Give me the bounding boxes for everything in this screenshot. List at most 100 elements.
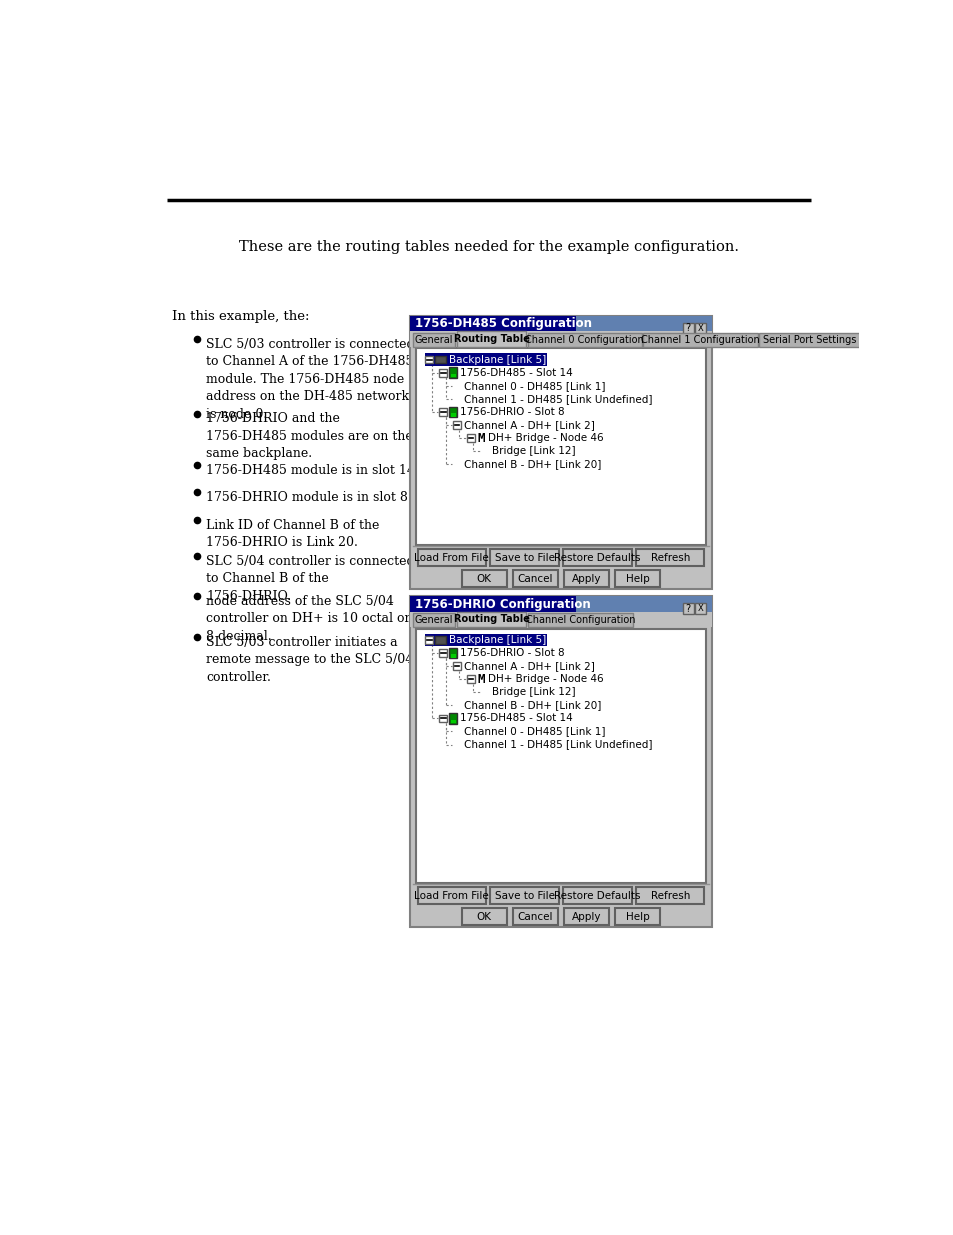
Text: 1756-DH485 Configuration: 1756-DH485 Configuration: [415, 317, 592, 330]
Text: ?: ?: [685, 324, 690, 333]
Bar: [636, 550, 703, 567]
Bar: [467, 435, 475, 442]
Bar: [562, 550, 631, 567]
Bar: [453, 421, 460, 429]
Bar: [439, 408, 447, 416]
Bar: [451, 414, 456, 416]
Bar: [413, 614, 455, 627]
Text: 1756-DH485 module is in slot 14.: 1756-DH485 module is in slot 14.: [206, 464, 418, 477]
Text: Channel B - DH+ [Link 20]: Channel B - DH+ [Link 20]: [464, 700, 601, 710]
Text: Bridge [Link 12]: Bridge [Link 12]: [492, 446, 575, 456]
Text: Bridge [Link 12]: Bridge [Link 12]: [492, 687, 575, 698]
Text: Routing Table: Routing Table: [453, 615, 529, 625]
Bar: [416, 629, 705, 883]
Bar: [417, 550, 485, 567]
Text: M: M: [476, 673, 484, 685]
Text: Channel 1 - DH485 [Link Undefined]: Channel 1 - DH485 [Link Undefined]: [464, 740, 652, 750]
Text: Load From File: Load From File: [414, 890, 489, 900]
Bar: [642, 333, 757, 347]
Bar: [759, 333, 859, 347]
Text: 1756-DHRIO - Slot 8: 1756-DHRIO - Slot 8: [459, 648, 564, 658]
Bar: [636, 888, 703, 904]
Bar: [682, 324, 693, 333]
Bar: [410, 316, 576, 331]
Text: Refresh: Refresh: [650, 890, 689, 900]
Text: 1756-DHRIO module is in slot 8.: 1756-DHRIO module is in slot 8.: [206, 490, 412, 504]
Bar: [410, 316, 711, 589]
Text: Channel 0 Configuration: Channel 0 Configuration: [525, 335, 643, 345]
Bar: [410, 331, 711, 347]
Text: Routing Table: Routing Table: [453, 335, 529, 345]
Bar: [615, 571, 659, 587]
Text: Help: Help: [625, 573, 649, 584]
Bar: [576, 316, 711, 331]
Text: 1756-DHRIO and the
1756-DH485 modules are on the
same backplane.: 1756-DHRIO and the 1756-DH485 modules ar…: [206, 412, 413, 461]
Bar: [417, 888, 485, 904]
Text: Refresh: Refresh: [650, 553, 689, 563]
Text: X: X: [697, 324, 702, 333]
Bar: [453, 662, 460, 669]
Text: Save to File: Save to File: [494, 890, 554, 900]
Text: These are the routing tables needed for the example configuration.: These are the routing tables needed for …: [238, 240, 739, 253]
Bar: [682, 603, 693, 614]
Bar: [456, 331, 525, 347]
Text: ?: ?: [685, 604, 690, 614]
Bar: [449, 647, 456, 658]
Text: Backplane [Link 5]: Backplane [Link 5]: [448, 354, 545, 364]
Text: Apply: Apply: [571, 573, 600, 584]
Text: 1756-DHRIO Configuration: 1756-DHRIO Configuration: [415, 598, 591, 610]
Text: Cancel: Cancel: [517, 573, 553, 584]
Text: SLC 5/03 controller initiates a
remote message to the SLC 5/04
controller.: SLC 5/03 controller initiates a remote m…: [206, 636, 413, 684]
Text: Serial Port Settings: Serial Port Settings: [762, 335, 856, 345]
Bar: [461, 571, 506, 587]
Bar: [461, 908, 506, 925]
Bar: [410, 597, 711, 927]
Bar: [416, 348, 705, 545]
Bar: [563, 908, 608, 925]
Bar: [615, 908, 659, 925]
Bar: [449, 713, 456, 724]
Bar: [527, 614, 632, 627]
Bar: [451, 655, 456, 657]
Bar: [425, 634, 547, 646]
Bar: [451, 374, 456, 377]
Text: Apply: Apply: [571, 911, 600, 921]
Bar: [451, 720, 456, 722]
Text: M: M: [476, 431, 484, 445]
Text: General: General: [415, 335, 453, 345]
Bar: [513, 908, 558, 925]
Text: Channel 1 Configuration: Channel 1 Configuration: [640, 335, 760, 345]
Text: DH+ Bridge - Node 46: DH+ Bridge - Node 46: [488, 674, 603, 684]
Bar: [490, 550, 558, 567]
Text: Restore Defaults: Restore Defaults: [554, 890, 640, 900]
Text: 1756-DHRIO - Slot 8: 1756-DHRIO - Slot 8: [459, 406, 564, 417]
Bar: [563, 571, 608, 587]
Bar: [410, 611, 711, 627]
Text: X: X: [697, 604, 702, 613]
Text: 1756-DH485 - Slot 14: 1756-DH485 - Slot 14: [459, 368, 573, 378]
Text: OK: OK: [476, 573, 491, 584]
Text: Channel 0 - DH485 [Link 1]: Channel 0 - DH485 [Link 1]: [464, 380, 605, 390]
Bar: [410, 597, 576, 611]
Bar: [576, 597, 711, 611]
Bar: [425, 636, 433, 643]
Text: Channel 0 - DH485 [Link 1]: Channel 0 - DH485 [Link 1]: [464, 726, 605, 736]
Text: Cancel: Cancel: [517, 911, 553, 921]
Text: OK: OK: [476, 911, 491, 921]
Bar: [449, 367, 456, 378]
Bar: [695, 324, 705, 333]
Text: Link ID of Channel B of the
1756-DHRIO is Link 20.: Link ID of Channel B of the 1756-DHRIO i…: [206, 519, 379, 550]
Bar: [439, 715, 447, 722]
Text: Restore Defaults: Restore Defaults: [554, 553, 640, 563]
Text: Channel B - DH+ [Link 20]: Channel B - DH+ [Link 20]: [464, 459, 601, 469]
Text: Help: Help: [625, 911, 649, 921]
Text: 1756-DH485 - Slot 14: 1756-DH485 - Slot 14: [459, 714, 573, 724]
Bar: [695, 603, 705, 614]
Text: SLC 5/04 controller is connected
to Channel B of the
1756-DHRIO.: SLC 5/04 controller is connected to Chan…: [206, 555, 415, 603]
Text: Channel A - DH+ [Link 2]: Channel A - DH+ [Link 2]: [464, 420, 595, 430]
Bar: [413, 333, 455, 347]
Bar: [425, 353, 547, 366]
Bar: [513, 571, 558, 587]
Bar: [527, 333, 641, 347]
Text: Load From File: Load From File: [414, 553, 489, 563]
